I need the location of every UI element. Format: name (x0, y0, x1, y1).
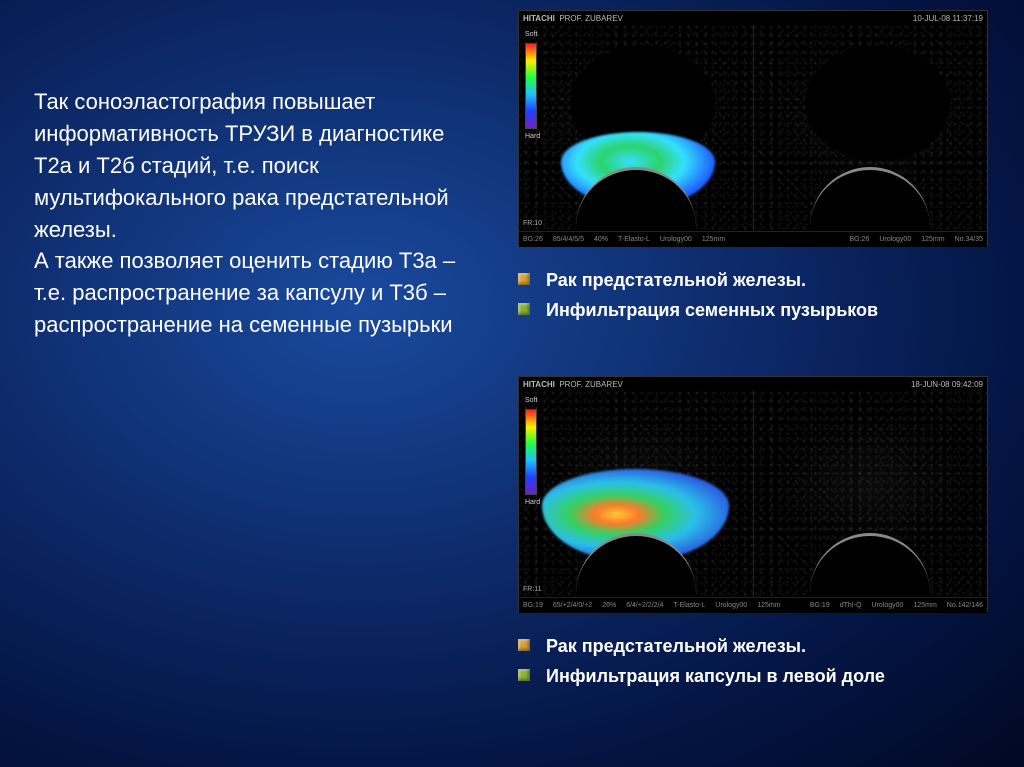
elastography-panel: Soft Hard FR:10 (519, 25, 754, 231)
bullet-icon (518, 639, 530, 651)
frame-rate: FR:10 (523, 220, 542, 227)
caption-bottom: Рак предстательной железы. Инфильтрация … (518, 634, 988, 695)
user-label: PROF. ZUBAREV (559, 380, 623, 389)
elastography-panel: Soft Hard FR:11 (519, 391, 754, 597)
bullet-icon (518, 669, 530, 681)
figure-bottom-footer: BG:1965/+2/4/0/+226%6/4/+2/2/2/4T-Elasto… (519, 597, 987, 613)
frame-rate: FR:11 (523, 586, 542, 593)
caption-line: Рак предстательной железы. (546, 634, 806, 658)
figure-top-footer: BG:2685/4/4/5/540%T-Elasto-LUrology00125… (519, 231, 987, 247)
caption-top: Рак предстательной железы. Инфильтрация … (518, 268, 988, 329)
body-paragraph: Так соноэластография повышает информатив… (34, 86, 464, 341)
date-label: 10-JUL-08 11:37:19 (913, 14, 983, 23)
caption-line: Инфильтрация капсулы в левой доле (546, 664, 885, 688)
bmode-panel (754, 391, 988, 597)
elasto-colorbar (525, 43, 537, 129)
bullet-icon (518, 303, 530, 315)
figure-bottom-header: HITACHI PROF. ZUBAREV 18-JUN-08 09:42:09 (519, 377, 987, 391)
date-label: 18-JUN-08 09:42:09 (911, 380, 983, 389)
device-label: HITACHI (523, 380, 555, 389)
ultrasound-figure-top: HITACHI PROF. ZUBAREV 10-JUL-08 11:37:19… (518, 10, 988, 246)
colorbar-hard-label: Hard (525, 499, 540, 506)
slide: Так соноэластография повышает информатив… (0, 0, 1024, 767)
anechoic-region (805, 46, 950, 161)
caption-line: Инфильтрация семенных пузырьков (546, 298, 878, 322)
colorbar-hard-label: Hard (525, 133, 540, 140)
elasto-colorbar (525, 409, 537, 495)
user-label: PROF. ZUBAREV (559, 14, 623, 23)
figure-top-header: HITACHI PROF. ZUBAREV 10-JUL-08 11:37:19 (519, 11, 987, 25)
bmode-panel (754, 25, 988, 231)
bullet-icon (518, 273, 530, 285)
colorbar-soft-label: Soft (525, 31, 537, 38)
device-label: HITACHI (523, 14, 555, 23)
colorbar-soft-label: Soft (525, 397, 537, 404)
ultrasound-figure-bottom: HITACHI PROF. ZUBAREV 18-JUN-08 09:42:09… (518, 376, 988, 612)
caption-line: Рак предстательной железы. (546, 268, 806, 292)
